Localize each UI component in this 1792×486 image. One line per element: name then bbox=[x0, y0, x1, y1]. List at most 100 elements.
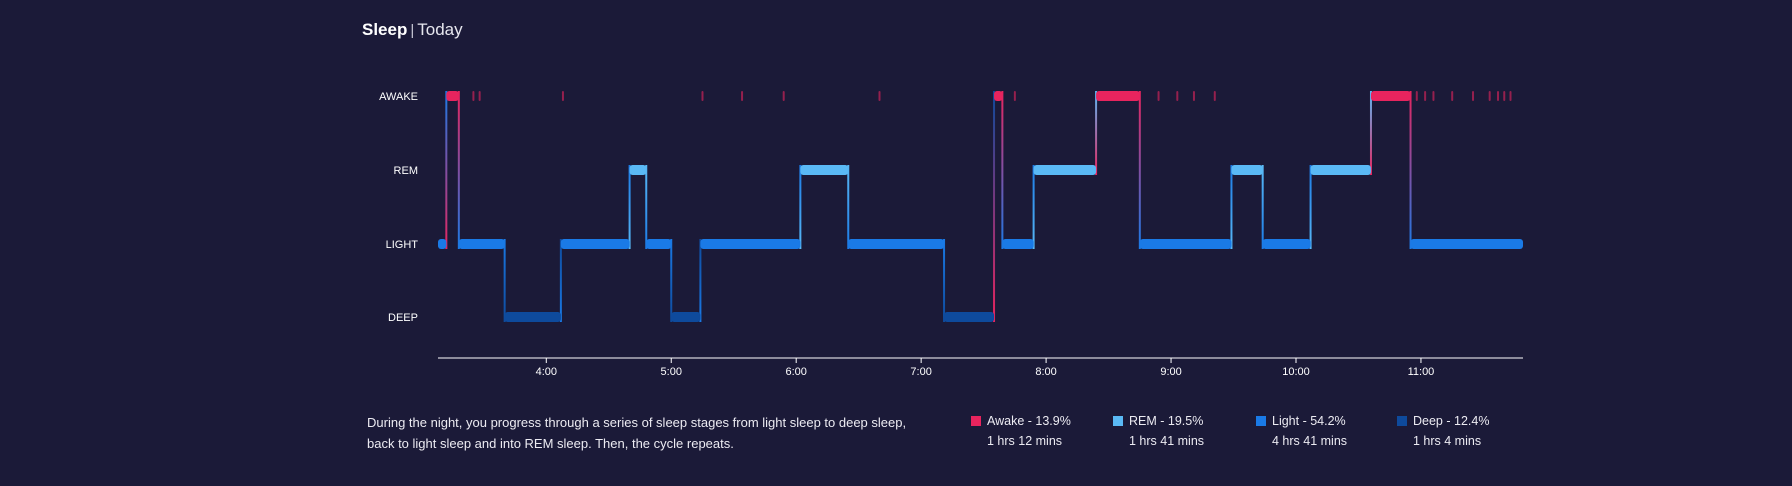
stage-transition bbox=[699, 239, 702, 322]
y-label-deep: DEEP bbox=[388, 312, 418, 324]
brief-awakening bbox=[878, 91, 881, 101]
y-label-rem: REM bbox=[394, 165, 418, 177]
y-label-awake: AWAKE bbox=[379, 91, 418, 103]
segment-rem bbox=[629, 165, 647, 175]
chart-title: Sleep bbox=[362, 20, 408, 39]
x-tick-label: 4:00 bbox=[536, 366, 557, 378]
legend-duration: 4 hrs 41 mins bbox=[1272, 434, 1348, 448]
stage-segments bbox=[438, 91, 1523, 322]
segment-deep bbox=[671, 312, 701, 322]
segment-light bbox=[1262, 239, 1311, 249]
segment-awake bbox=[446, 91, 459, 101]
brief-awakening bbox=[741, 91, 744, 101]
segment-light bbox=[458, 239, 505, 249]
brief-awakening bbox=[472, 91, 475, 101]
x-tick-label: 10:00 bbox=[1282, 366, 1310, 378]
brief-awakening bbox=[1213, 91, 1216, 101]
segment-light bbox=[646, 239, 672, 249]
x-tick-label: 5:00 bbox=[661, 366, 682, 378]
legend-item-light: Light - 54.2% 4 hrs 41 mins bbox=[1256, 414, 1347, 448]
stage-transition bbox=[457, 91, 460, 249]
legend-duration: 1 hrs 4 mins bbox=[1413, 434, 1482, 448]
segment-light bbox=[438, 239, 447, 249]
stage-transition bbox=[1309, 165, 1312, 249]
segment-rem bbox=[800, 165, 849, 175]
stage-transition bbox=[993, 91, 996, 322]
brief-awakening bbox=[1013, 91, 1016, 101]
x-tick-label: 9:00 bbox=[1160, 366, 1181, 378]
segment-deep bbox=[944, 312, 995, 322]
segment-light bbox=[1139, 239, 1232, 249]
legend-label: REM - 19.5% bbox=[1129, 414, 1204, 428]
brief-awakening bbox=[561, 91, 564, 101]
segment-rem bbox=[1310, 165, 1371, 175]
stage-transition bbox=[1032, 165, 1035, 249]
segment-light bbox=[560, 239, 630, 249]
segment-awake bbox=[1096, 91, 1140, 101]
brief-awakening bbox=[1503, 91, 1506, 101]
stage-transition bbox=[559, 239, 562, 322]
stage-transition bbox=[1138, 91, 1141, 249]
brief-awakening bbox=[1509, 91, 1512, 101]
stage-transition bbox=[1001, 91, 1004, 249]
segment-light bbox=[700, 239, 801, 249]
sleep-stage-chart: AWAKE REM LIGHT DEEP 4:00 5:00 6:00 7:00 8:00 9:… bbox=[379, 91, 1523, 378]
stage-transition bbox=[1369, 91, 1372, 175]
brief-awakening bbox=[1415, 91, 1418, 101]
segment-awake bbox=[1370, 91, 1411, 101]
legend-label: Awake - 13.9% bbox=[987, 414, 1071, 428]
legend-duration: 1 hrs 12 mins bbox=[987, 434, 1063, 448]
stage-transition bbox=[943, 239, 946, 322]
stage-transition bbox=[645, 165, 648, 249]
brief-awakening bbox=[1488, 91, 1491, 101]
stage-transition bbox=[847, 165, 850, 249]
legend-label: Light - 54.2% bbox=[1272, 414, 1346, 428]
stage-transition bbox=[1230, 165, 1233, 249]
x-tick-label: 8:00 bbox=[1035, 366, 1056, 378]
brief-awakening bbox=[701, 91, 704, 101]
stage-transition bbox=[1261, 165, 1264, 249]
stage-transition bbox=[445, 91, 448, 249]
stage-transition bbox=[628, 165, 631, 249]
legend-item-deep: Deep - 12.4% 1 hrs 4 mins bbox=[1397, 414, 1489, 448]
legend-item-rem: REM - 19.5% 1 hrs 41 mins bbox=[1113, 414, 1204, 448]
sleep-description: During the night, you progress through a… bbox=[367, 415, 907, 451]
x-tick-label: 11:00 bbox=[1408, 366, 1435, 378]
brief-awakening bbox=[1451, 91, 1454, 101]
light-swatch bbox=[1256, 416, 1266, 426]
segment-light bbox=[848, 239, 945, 249]
segment-light bbox=[1002, 239, 1034, 249]
rem-swatch bbox=[1113, 416, 1123, 426]
stage-transition bbox=[1409, 91, 1412, 249]
segment-rem bbox=[1033, 165, 1097, 175]
deep-swatch bbox=[1397, 416, 1407, 426]
brief-awakening bbox=[1192, 91, 1195, 101]
brief-awakening bbox=[1497, 91, 1500, 101]
stage-transition bbox=[799, 165, 802, 249]
x-tick-label: 7:00 bbox=[910, 366, 931, 378]
x-tick-label: 6:00 bbox=[785, 366, 806, 378]
legend-label: Deep - 12.4% bbox=[1413, 414, 1490, 428]
brief-awakening bbox=[478, 91, 481, 101]
title-separator: | bbox=[410, 22, 415, 39]
segment-rem bbox=[1231, 165, 1263, 175]
y-axis-labels: AWAKE REM LIGHT DEEP bbox=[379, 91, 418, 324]
legend-duration: 1 hrs 41 mins bbox=[1129, 434, 1205, 448]
stage-transitions bbox=[445, 91, 1412, 322]
x-axis-labels: 4:00 5:00 6:00 7:00 8:00 9:00 10:00 11:00 bbox=[536, 358, 1435, 378]
segment-deep bbox=[504, 312, 561, 322]
brief-awakening bbox=[1432, 91, 1435, 101]
brief-awakening bbox=[782, 91, 785, 101]
brief-awakening bbox=[1157, 91, 1160, 101]
segment-light bbox=[1410, 239, 1523, 249]
brief-awakenings bbox=[472, 91, 1512, 101]
stage-transition bbox=[1095, 91, 1098, 175]
stage-transition bbox=[503, 239, 506, 322]
legend-item-awake: Awake - 13.9% 1 hrs 12 mins bbox=[971, 414, 1071, 448]
brief-awakening bbox=[1424, 91, 1427, 101]
awake-swatch bbox=[971, 416, 981, 426]
y-label-light: LIGHT bbox=[386, 239, 419, 251]
segment-awake bbox=[994, 91, 1003, 101]
chart-header: Sleep | Today bbox=[362, 20, 463, 40]
chart-subtitle: Today bbox=[417, 20, 463, 39]
